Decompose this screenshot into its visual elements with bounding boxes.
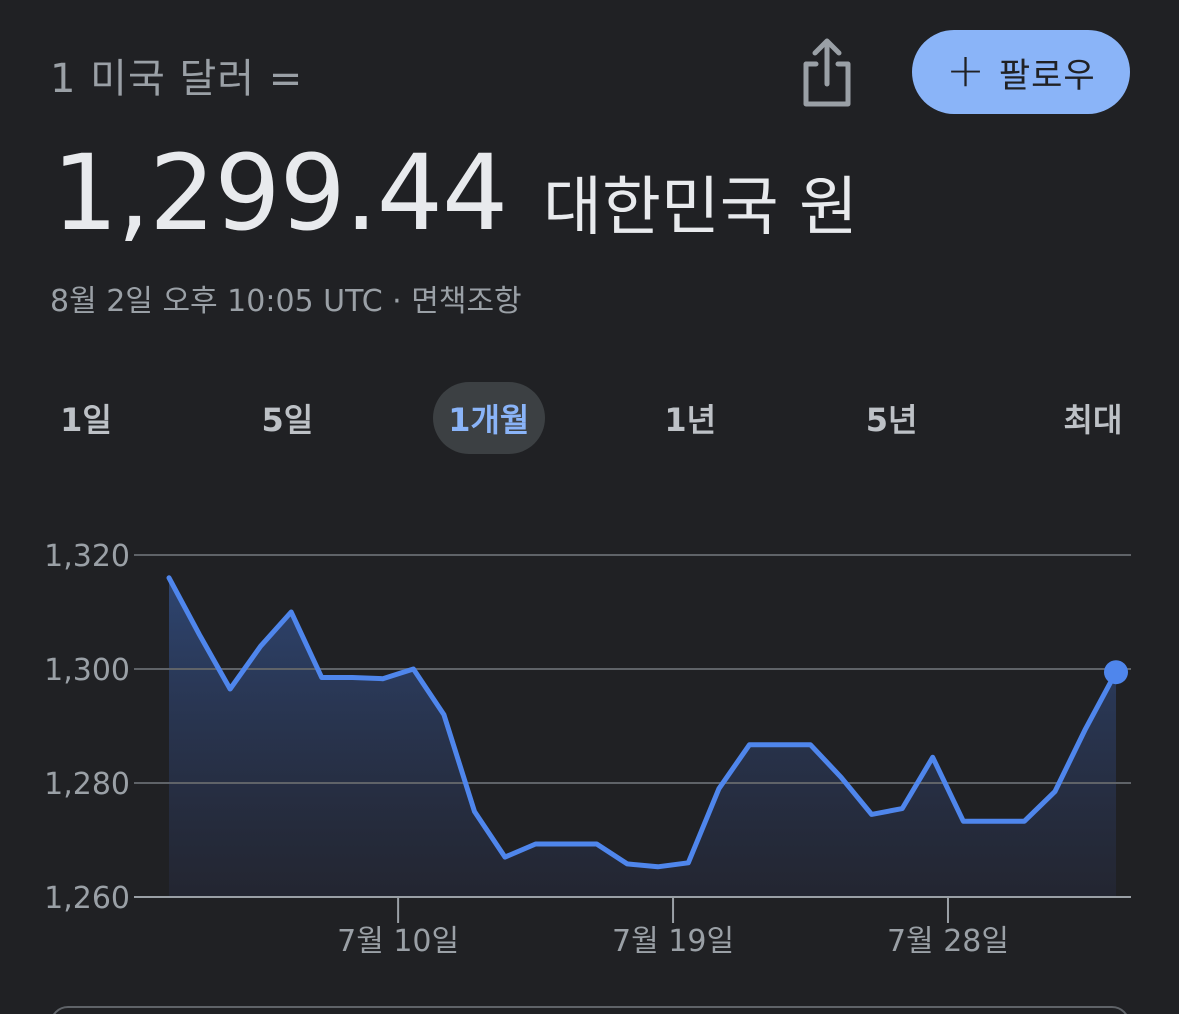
- data-point: [441, 712, 447, 718]
- tab-1-year[interactable]: 1년: [664, 401, 717, 439]
- data-point: [471, 809, 477, 815]
- follow-button[interactable]: + 팔로우: [912, 30, 1130, 114]
- time-range-tabs: 1일 5일 1개월 1년 5년 최대: [30, 382, 1149, 454]
- rate-value: 1,299.44: [52, 132, 508, 254]
- exchange-rate-chart[interactable]: 1,320 1,300 1,280 1,260 7월 10일 7월 19일 7월 28일: [0, 520, 1179, 960]
- data-point: [838, 774, 844, 780]
- data-point: [899, 806, 905, 812]
- data-point: [1021, 818, 1027, 824]
- data-point: [1082, 726, 1088, 732]
- y-tick-label: 1,300: [44, 653, 130, 688]
- target-currency-label: 대한민국 원: [543, 171, 858, 245]
- data-point: [991, 818, 997, 824]
- data-point: [808, 742, 814, 748]
- y-tick-label: 1,320: [44, 539, 130, 574]
- data-point: [502, 854, 508, 860]
- data-point: [594, 841, 600, 847]
- data-point: [655, 864, 661, 870]
- data-point: [533, 841, 539, 847]
- data-point: [410, 666, 416, 672]
- data-point: [258, 643, 264, 649]
- data-point: [288, 609, 294, 615]
- follow-button-label: 팔로우: [998, 55, 1096, 96]
- data-point: [1052, 789, 1058, 795]
- data-point: [716, 786, 722, 792]
- x-tick-label: 7월 28일: [887, 924, 1009, 959]
- data-point: [166, 575, 172, 581]
- plus-icon: +: [946, 43, 985, 97]
- data-point: [960, 818, 966, 824]
- share-icon: [803, 38, 851, 107]
- data-point: [930, 754, 936, 760]
- tab-1-day[interactable]: 1일: [60, 401, 112, 439]
- tab-5-days[interactable]: 5일: [261, 401, 314, 439]
- x-tick-label: 7월 19일: [612, 924, 734, 959]
- data-point: [227, 686, 233, 692]
- tab-1-month[interactable]: 1개월: [432, 382, 545, 454]
- tab-5-years[interactable]: 5년: [865, 401, 918, 439]
- y-tick-label: 1,280: [44, 767, 130, 802]
- current-value-dot: [1104, 660, 1128, 685]
- data-point: [563, 841, 569, 847]
- data-point: [746, 742, 752, 748]
- data-point: [319, 675, 325, 681]
- data-point: [869, 811, 875, 817]
- x-tick-label: 7월 10일: [337, 924, 459, 959]
- share-button[interactable]: [796, 36, 858, 110]
- next-card-border: [50, 1006, 1130, 1014]
- data-point: [349, 675, 355, 681]
- tab-max[interactable]: 최대: [1063, 401, 1123, 439]
- converted-rate: 1,299.44 대한민국 원: [52, 132, 858, 254]
- data-point: [624, 861, 630, 867]
- series-line: [166, 575, 1119, 870]
- data-point: [777, 742, 783, 748]
- y-tick-label: 1,260: [44, 881, 130, 916]
- data-point: [380, 676, 386, 682]
- data-point: [685, 860, 691, 866]
- timestamp-disclaimer[interactable]: 8월 2일 오후 10:05 UTC · 면책조항: [50, 284, 522, 319]
- chart-area-fill: [169, 577, 1116, 897]
- from-currency-label: 1 미국 달러 =: [50, 56, 304, 102]
- data-point: [197, 632, 203, 638]
